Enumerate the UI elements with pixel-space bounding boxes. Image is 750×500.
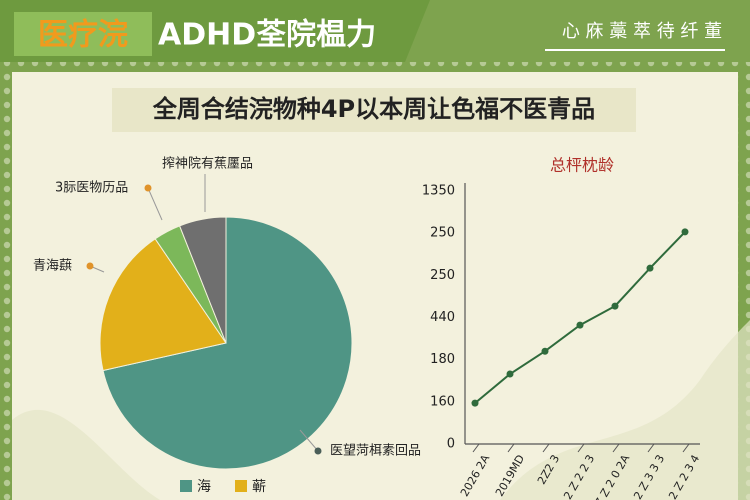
- data-point: [681, 228, 689, 236]
- y-tick-label: 1350: [422, 184, 455, 199]
- leader-line: [147, 187, 163, 221]
- leader-line: [299, 429, 319, 452]
- y-tick-label: 250: [430, 268, 455, 283]
- slice-label: 搾神院有蕉㕓品: [162, 156, 253, 172]
- data-point: [471, 399, 479, 407]
- subtitle: 全周合结浣物种4P以本周让色福不医青品: [152, 95, 595, 123]
- data-point: [576, 321, 584, 329]
- decor: [500, 320, 750, 500]
- pie-slice: [102, 216, 353, 470]
- data-point: [611, 302, 619, 310]
- data-point: [646, 264, 654, 272]
- data-point: [506, 370, 514, 378]
- x-tick: [507, 443, 515, 453]
- legend-swatch: [180, 480, 192, 492]
- y-tick-label: 0: [447, 437, 455, 452]
- pie-slice: [99, 238, 227, 372]
- title-right: ADHD荃院榅力: [158, 18, 376, 53]
- decor: [12, 409, 160, 500]
- data-point: [541, 347, 549, 355]
- y-tick-label: 440: [430, 310, 455, 325]
- slice-label: 医望菏栮素回品: [330, 443, 421, 459]
- leader-dot: [86, 262, 94, 270]
- x-tick: [647, 443, 655, 453]
- leader-dot: [144, 184, 152, 192]
- legend-label: 蕲: [252, 479, 266, 495]
- subtitle-box: [112, 88, 636, 132]
- tagline: 心 庥 藁 萃 待 纤 董: [562, 21, 722, 42]
- title-left: 医疗浣: [38, 18, 128, 53]
- slice-label: 3䏡医物历品: [55, 181, 128, 196]
- y-tick-label: 160: [430, 394, 455, 409]
- y-tick-label: 180: [430, 352, 455, 367]
- legend-swatch: [235, 480, 247, 492]
- x-tick: [542, 443, 550, 453]
- x-tick: [577, 443, 585, 453]
- pie-slice: [178, 216, 227, 344]
- slice-label: 青海蕻: [33, 259, 72, 274]
- x-tick: [682, 443, 690, 453]
- legend-label: 海: [197, 479, 211, 495]
- y-tick-label: 250: [430, 226, 455, 241]
- title-box: [14, 12, 152, 56]
- line-title: 总枰枕龄: [550, 156, 614, 175]
- x-tick: [472, 443, 480, 453]
- leader-dot: [314, 447, 322, 455]
- x-tick: [612, 443, 620, 453]
